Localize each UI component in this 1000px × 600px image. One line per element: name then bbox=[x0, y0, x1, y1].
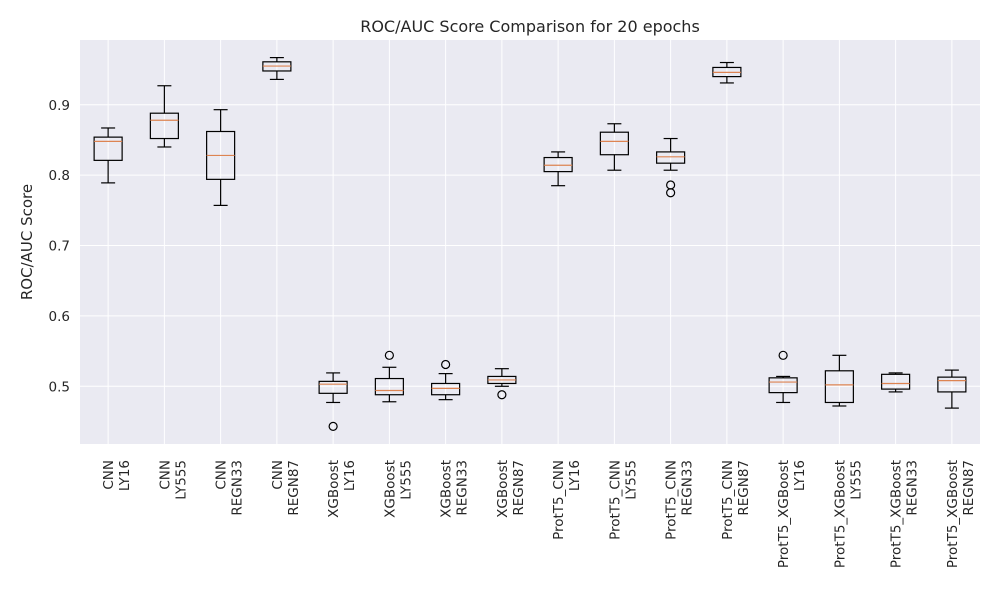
iqr-box bbox=[93, 136, 123, 161]
x-tick-label: ProtT5_CNNREGN33 bbox=[664, 460, 696, 540]
x-axis-ticks: CNNLY16 CNNLY555 CNNREGN33 CNNREGN87 XGBoost… bbox=[101, 460, 977, 568]
y-axis-label: ROC/AUC Score bbox=[18, 184, 36, 300]
box-series bbox=[93, 56, 967, 432]
iqr-box bbox=[768, 377, 798, 394]
plot-area bbox=[80, 40, 980, 444]
x-tick-label: CNNLY555 bbox=[157, 460, 189, 500]
x-tick-label: CNNREGN87 bbox=[270, 460, 302, 516]
x-tick-label: ProtT5_XGBoostREGN87 bbox=[945, 460, 977, 568]
iqr-box bbox=[374, 377, 404, 396]
chart-title: ROC/AUC Score Comparison for 20 epochs bbox=[360, 17, 700, 36]
iqr-box bbox=[881, 373, 911, 390]
box-14 bbox=[824, 354, 854, 407]
iqr-box bbox=[824, 370, 854, 404]
box-4 bbox=[262, 56, 292, 81]
iqr-box bbox=[937, 376, 967, 393]
x-tick-label: CNNLY16 bbox=[101, 460, 133, 491]
box-11 bbox=[656, 137, 686, 198]
x-tick-label: ProtT5_CNNLY16 bbox=[551, 460, 583, 540]
x-tick-label: ProtT5_XGBoostLY555 bbox=[832, 460, 864, 568]
y-tick-label: 0.9 bbox=[49, 98, 70, 114]
x-tick-label: XGBoostLY555 bbox=[382, 460, 414, 518]
x-tick-label: XGBoostREGN87 bbox=[495, 460, 527, 518]
box-10 bbox=[599, 123, 629, 171]
box-1 bbox=[93, 127, 123, 184]
iqr-box bbox=[543, 156, 573, 173]
box-5 bbox=[318, 372, 348, 432]
iqr-box bbox=[318, 380, 348, 394]
iqr-box bbox=[656, 151, 686, 164]
outlier-point bbox=[497, 390, 507, 400]
box-16 bbox=[937, 369, 967, 409]
y-tick-label: 0.6 bbox=[49, 309, 70, 325]
box-8 bbox=[487, 368, 517, 400]
x-tick-label: ProtT5_CNNLY555 bbox=[607, 460, 639, 540]
outlier-point bbox=[778, 350, 788, 360]
y-axis-ticks: 0.5 0.6 0.7 0.8 0.9 bbox=[49, 98, 70, 396]
box-12 bbox=[712, 61, 742, 84]
iqr-box bbox=[149, 112, 179, 140]
y-tick-label: 0.7 bbox=[49, 239, 70, 255]
y-tick-label: 0.5 bbox=[49, 379, 70, 395]
outlier-point bbox=[384, 350, 394, 360]
grid-lines bbox=[80, 40, 980, 444]
x-tick-label: ProtT5_CNNREGN87 bbox=[720, 460, 752, 540]
y-tick-label: 0.8 bbox=[49, 168, 70, 184]
outlier-point bbox=[328, 421, 338, 432]
x-tick-label: XGBoostLY16 bbox=[326, 460, 358, 518]
box-3 bbox=[206, 109, 236, 207]
x-tick-label: ProtT5_XGBoostLY16 bbox=[776, 460, 808, 568]
box-7 bbox=[431, 359, 461, 401]
iqr-box bbox=[431, 382, 461, 396]
box-15 bbox=[881, 372, 911, 393]
x-tick-label: CNNREGN33 bbox=[214, 460, 246, 516]
outlier-point bbox=[441, 359, 451, 370]
iqr-box bbox=[599, 131, 629, 156]
outlier-point bbox=[666, 188, 676, 198]
box-13 bbox=[768, 350, 798, 404]
box-2 bbox=[149, 85, 179, 148]
x-tick-label: XGBoostREGN33 bbox=[439, 460, 471, 518]
x-tick-label: ProtT5_XGBoostREGN33 bbox=[889, 460, 921, 568]
box-6 bbox=[374, 350, 404, 403]
box-9 bbox=[543, 151, 573, 187]
